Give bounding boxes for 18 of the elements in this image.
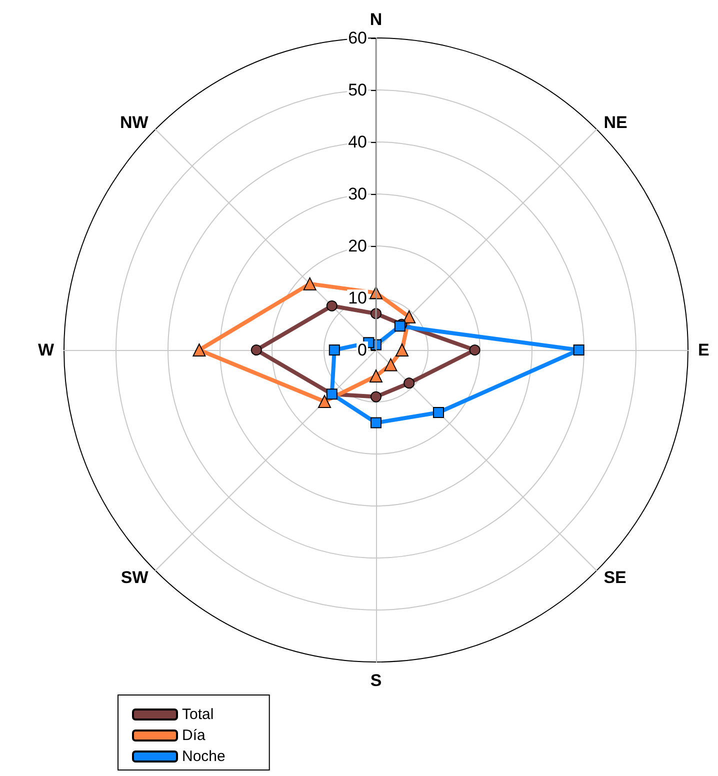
y-tick-label: 0 bbox=[358, 340, 367, 360]
spoke-label: N bbox=[370, 10, 382, 29]
y-tick-label: 60 bbox=[348, 28, 367, 48]
y-tick-label: 20 bbox=[348, 236, 367, 256]
y-tick-label: 40 bbox=[348, 132, 367, 152]
y-tick-label: 10 bbox=[348, 288, 367, 308]
spoke-label: NE bbox=[604, 112, 628, 132]
legend-label: Día bbox=[182, 727, 206, 744]
spoke-label: NW bbox=[120, 112, 150, 132]
y-tick-label: 50 bbox=[348, 80, 367, 100]
legend-label: Noche bbox=[182, 748, 226, 765]
spoke-label: SE bbox=[604, 568, 626, 588]
legend-label: Total bbox=[182, 706, 214, 723]
spoke-label: S bbox=[370, 671, 382, 690]
spoke-label: E bbox=[698, 340, 710, 360]
y-tick-label: 30 bbox=[348, 184, 367, 204]
spoke-label: SW bbox=[120, 568, 150, 588]
spoke-label: W bbox=[38, 340, 55, 360]
